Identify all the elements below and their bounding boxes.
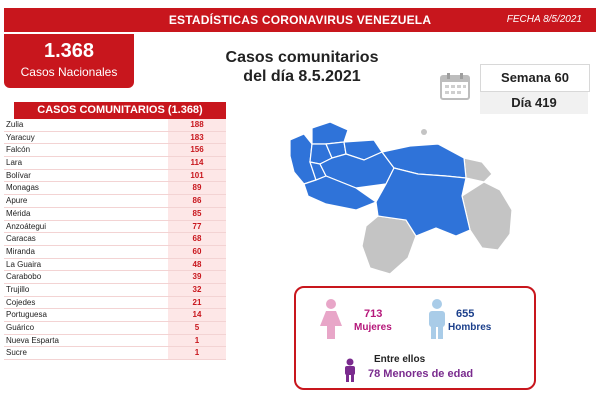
table-row: Yaracuy 183 [4,131,226,145]
map-region-falcon [311,121,349,145]
state-cases: 86 [168,195,226,207]
state-name: Falcón [6,145,31,155]
men-label: Hombres [448,322,492,333]
state-cases: 89 [168,182,226,195]
state-name: La Guaira [6,259,42,269]
header-bar: ESTADÍSTICAS CORONAVIRUS VENEZUELA FECHA… [4,8,596,32]
table-row: Carabobo 39 [4,271,226,284]
state-name: Nueva Esparta [6,335,59,345]
day-box: Día 419 [480,92,588,114]
state-name: Mérida [6,208,31,218]
state-cases: 68 [168,233,226,245]
state-cases: 5 [168,322,226,334]
state-cases: 101 [168,169,226,182]
table-row: Falcón 156 [4,144,226,158]
state-name: Apure [6,196,28,206]
state-cases: 21 [168,296,226,309]
state-cases: 183 [168,131,226,144]
state-cases: 85 [168,207,226,220]
women-label: Mujeres [354,322,392,333]
state-name: Bolívar [6,170,31,180]
state-cases: 32 [168,283,226,296]
men-count: 655 [456,308,475,320]
state-cases: 156 [168,144,226,157]
table-row: Guárico 5 [4,322,226,335]
state-name: Cojedes [6,297,36,307]
state-cases: 39 [168,271,226,283]
table-row: La Guaira 48 [4,258,226,272]
table-row: Trujillo 32 [4,283,226,297]
state-name: Caracas [6,234,36,244]
between-label: Entre ellos [374,354,426,365]
state-name: Anzoátegui [6,221,47,231]
headline-line1: Casos comunitarios [225,49,379,66]
community-cases-table: CASOS COMUNITARIOS (1.368) Zulia 188 Yarac… [4,102,226,361]
state-cases: 77 [168,220,226,233]
table-row: Zulia 188 [4,119,226,132]
headline: Casos comunitarios del día 8.5.2021 [196,48,408,86]
state-cases: 14 [168,309,226,321]
state-name: Lara [6,158,23,168]
state-name: Guárico [6,323,35,332]
state-name: Portuguesa [6,310,47,320]
state-name: Zulia [6,120,24,129]
table-row: Mérida 85 [4,207,226,221]
state-cases: 1 [168,347,226,360]
state-cases: 48 [168,258,226,271]
state-cases: 1 [168,334,226,347]
map-region-nueva-esparta [421,129,427,135]
state-name: Sucre [6,348,27,358]
table-row: Anzoátegui 77 [4,220,226,234]
map-region-amazonas [361,215,417,275]
national-cases-label: Casos Nacionales [20,65,118,79]
state-name: Carabobo [6,272,42,282]
table-row: Monagas 89 [4,182,226,196]
table-row: Portuguesa 14 [4,309,226,322]
demographics-panel: 713 Mujeres 655 Hombres Entre ellos 78 M… [294,286,536,390]
week-box: Semana 60 [480,64,590,92]
table-title: CASOS COMUNITARIOS (1.368) [14,102,226,119]
women-count: 713 [364,308,383,320]
female-icon [320,299,342,339]
state-cases: 188 [168,119,226,131]
table-row: Lara 114 [4,157,226,170]
state-cases: 60 [168,245,226,258]
table-row: Nueva Esparta 1 [4,334,226,348]
national-cases-badge: 1.368 Casos Nacionales [4,34,134,88]
page-title: ESTADÍSTICAS CORONAVIRUS VENEZUELA [168,13,432,27]
table-row: Bolívar 101 [4,169,226,183]
table-row: Apure 86 [4,195,226,208]
map-region-bolivar [375,167,471,237]
state-name: Monagas [6,183,39,193]
minors-count: 78 Menores de edad [368,368,474,380]
state-cases: 114 [168,157,226,169]
table-row: Miranda 60 [4,245,226,259]
table-row: Sucre 1 [4,347,226,361]
calendar-icon [440,73,470,100]
child-icon [345,358,355,382]
state-name: Miranda [6,246,35,256]
table-row: Cojedes 21 [4,296,226,310]
headline-line2: del día 8.5.2021 [243,68,361,85]
state-name: Trujillo [6,284,30,294]
national-cases-count: 1.368 [43,40,95,62]
male-icon [429,299,445,339]
map-region-delta [463,157,493,183]
table-body: Zulia 188 Yaracuy 183 Falcón 156 Lara 114 Bolíva… [4,119,226,361]
venezuela-map [289,121,513,275]
report-date: FECHA 8/5/2021 [506,14,582,25]
map-region-esequibo [461,181,513,251]
state-name: Yaracuy [6,132,35,142]
table-row: Caracas 68 [4,233,226,246]
